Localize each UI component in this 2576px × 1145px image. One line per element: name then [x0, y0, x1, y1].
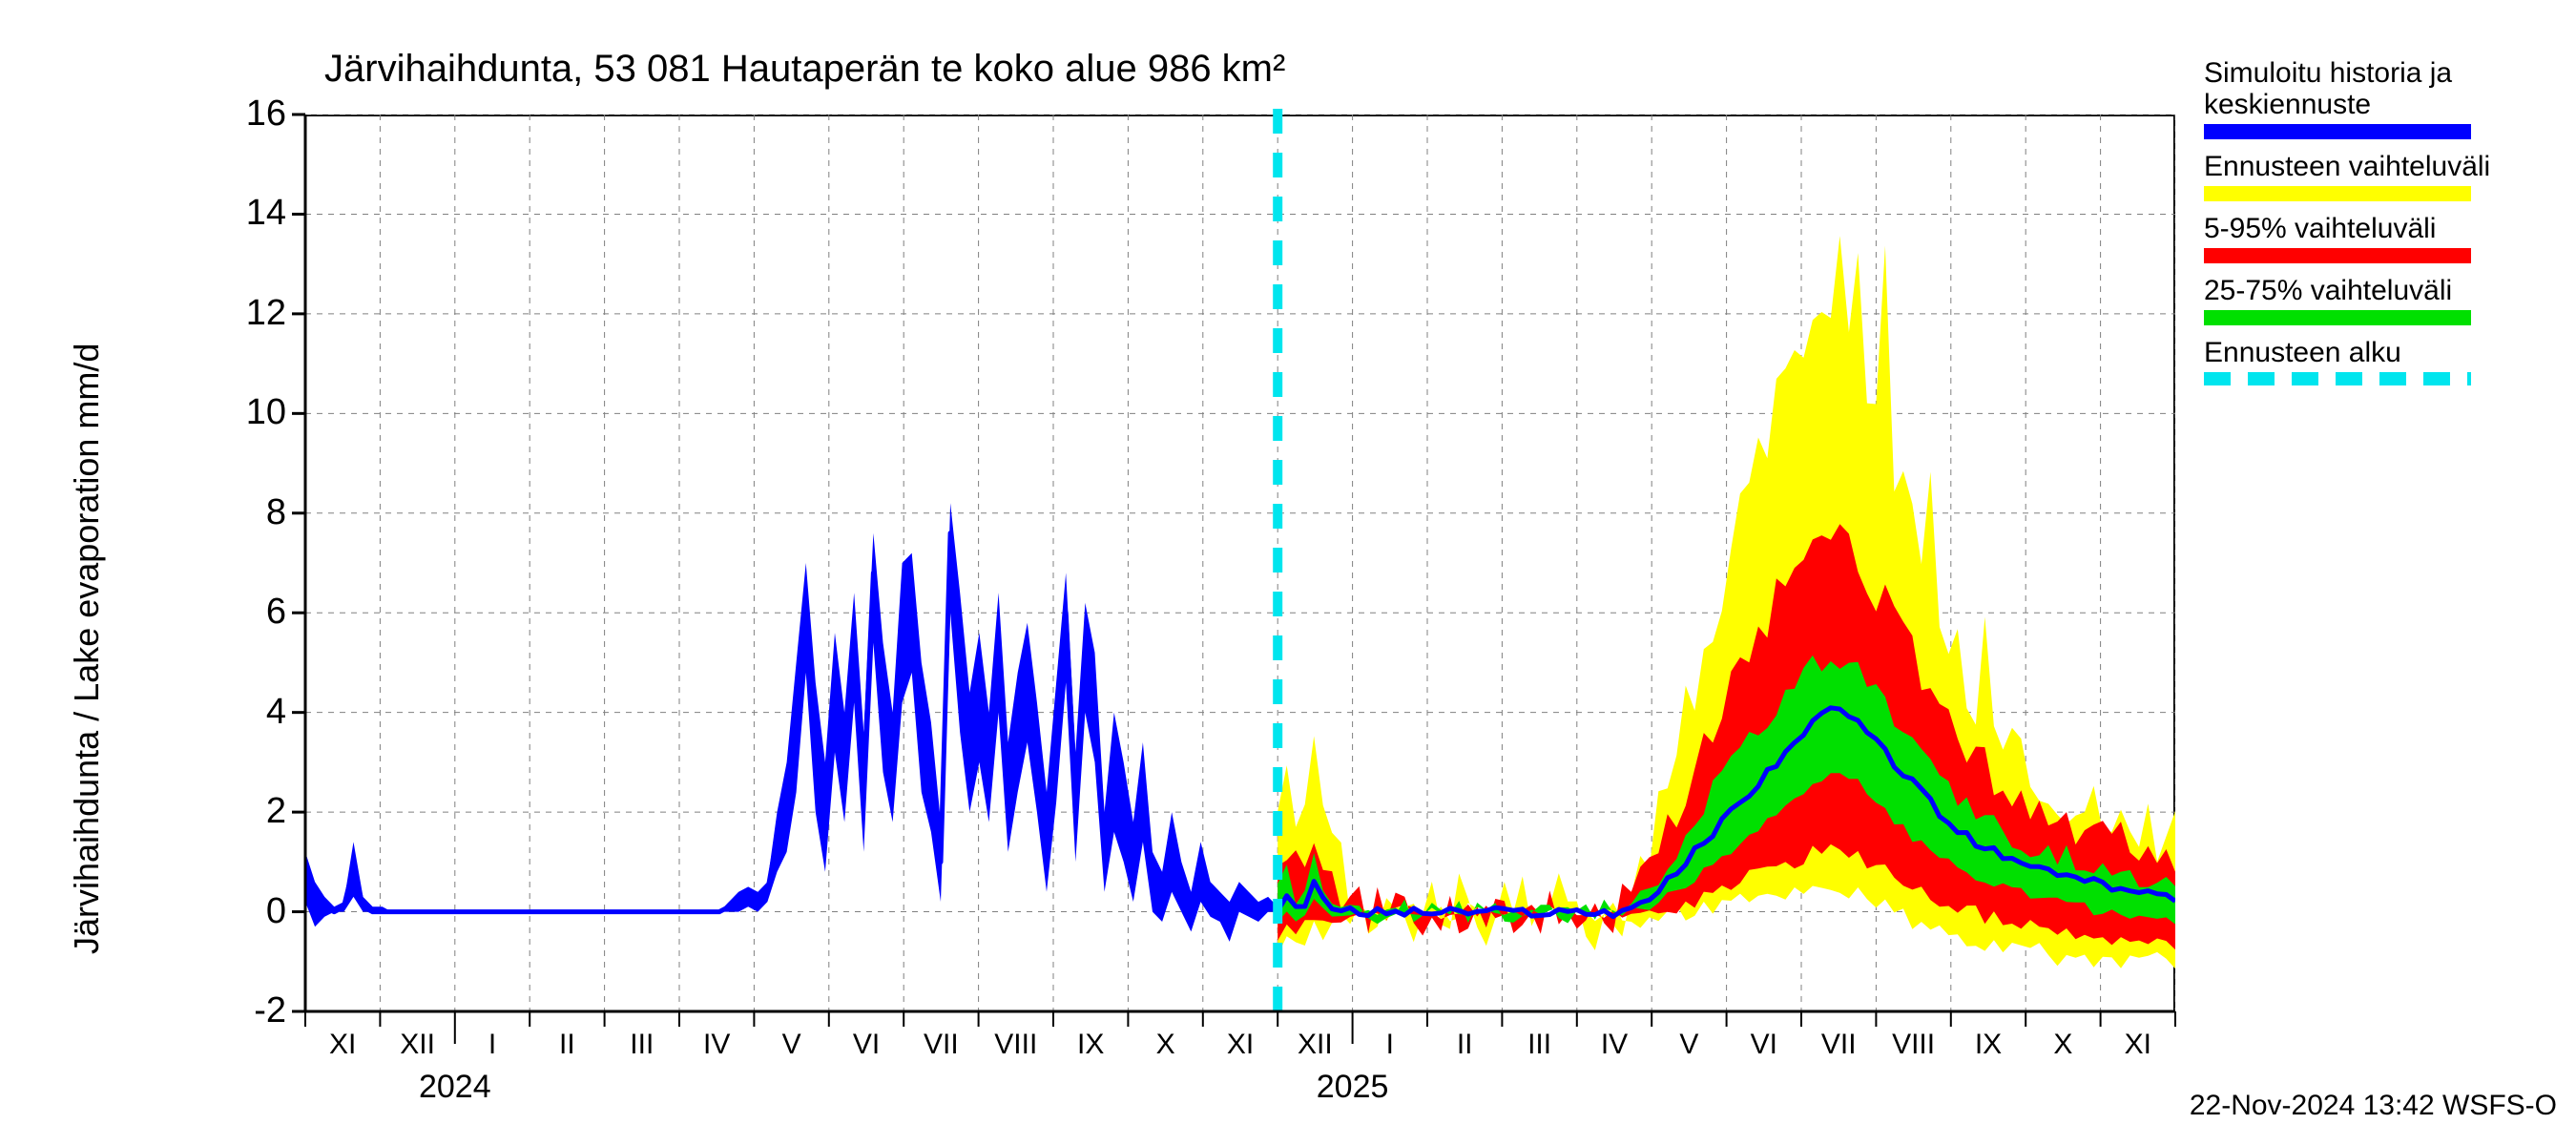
legend-label: 25-75% vaihteluväli [2204, 275, 2490, 306]
legend-entry: 5-95% vaihteluväli [2204, 213, 2490, 263]
legend-label: keskiennuste [2204, 89, 2490, 120]
legend-entry: Ennusteen alku [2204, 337, 2490, 385]
legend-label: 5-95% vaihteluväli [2204, 213, 2490, 244]
legend-swatch [2204, 310, 2471, 325]
legend: Simuloitu historia jakeskiennuste Ennuste… [2204, 57, 2490, 397]
legend-label: Ennusteen alku [2204, 337, 2490, 368]
legend-label: Simuloitu historia ja [2204, 57, 2490, 89]
legend-swatch [2204, 124, 2471, 139]
legend-entry: Ennusteen vaihteluväli [2204, 151, 2490, 201]
chart-svg [0, 0, 2576, 1145]
footer-timestamp: 22-Nov-2024 13:42 WSFS-O [2190, 1090, 2557, 1122]
legend-entry: 25-75% vaihteluväli [2204, 275, 2490, 325]
legend-swatch [2204, 372, 2471, 385]
legend-entry: Simuloitu historia jakeskiennuste [2204, 57, 2490, 139]
legend-label: Ennusteen vaihteluväli [2204, 151, 2490, 182]
legend-swatch [2204, 248, 2471, 263]
figure: Järvihaihdunta, 53 081 Hautaperän te kok… [0, 0, 2576, 1145]
legend-swatch [2204, 186, 2471, 201]
